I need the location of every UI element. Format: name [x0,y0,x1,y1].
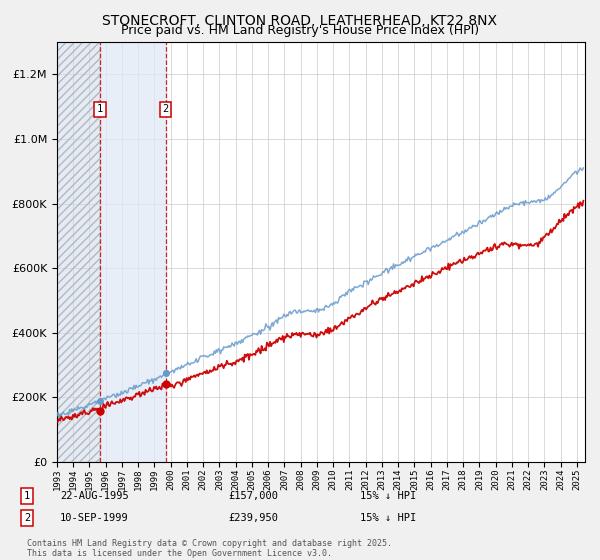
Text: 1: 1 [97,104,103,114]
Text: 1: 1 [24,491,30,501]
Text: 10-SEP-1999: 10-SEP-1999 [60,513,129,523]
Text: 2: 2 [163,104,169,114]
Text: £157,000: £157,000 [228,491,278,501]
Text: 22-AUG-1995: 22-AUG-1995 [60,491,129,501]
Text: 15% ↓ HPI: 15% ↓ HPI [360,513,416,523]
Text: £239,950: £239,950 [228,513,278,523]
Text: Contains HM Land Registry data © Crown copyright and database right 2025.
This d: Contains HM Land Registry data © Crown c… [27,539,392,558]
Text: STONECROFT, CLINTON ROAD, LEATHERHEAD, KT22 8NX: STONECROFT, CLINTON ROAD, LEATHERHEAD, K… [103,14,497,28]
Text: Price paid vs. HM Land Registry's House Price Index (HPI): Price paid vs. HM Land Registry's House … [121,24,479,37]
Text: 15% ↓ HPI: 15% ↓ HPI [360,491,416,501]
Text: 2: 2 [24,513,30,523]
